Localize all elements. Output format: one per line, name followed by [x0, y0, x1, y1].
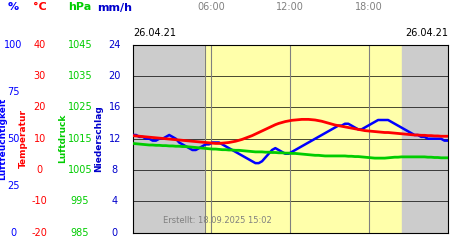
Text: 26.04.21: 26.04.21	[133, 28, 176, 38]
Text: 06:00: 06:00	[198, 2, 225, 12]
Text: -10: -10	[32, 196, 47, 206]
Text: 8: 8	[112, 165, 118, 175]
Text: 30: 30	[33, 71, 46, 81]
Text: 1045: 1045	[68, 40, 92, 50]
Text: 995: 995	[71, 196, 90, 206]
Text: 75: 75	[7, 87, 20, 97]
Text: -20: -20	[32, 228, 48, 237]
Text: 12:00: 12:00	[276, 2, 304, 12]
Text: Erstellt: 18.09.2025 15:02: Erstellt: 18.09.2025 15:02	[163, 216, 272, 225]
Text: 18:00: 18:00	[355, 2, 383, 12]
Text: °C: °C	[33, 2, 46, 12]
Text: hPa: hPa	[68, 2, 92, 12]
Text: 24: 24	[108, 40, 121, 50]
Text: 100: 100	[4, 40, 22, 50]
Text: 0: 0	[10, 228, 17, 237]
Text: 50: 50	[7, 134, 20, 144]
Text: 10: 10	[33, 134, 46, 144]
Text: %: %	[8, 2, 19, 12]
Text: Niederschlag: Niederschlag	[94, 106, 104, 172]
Text: Luftdruck: Luftdruck	[58, 114, 68, 164]
Text: 12: 12	[108, 134, 121, 144]
Text: 26.04.21: 26.04.21	[405, 28, 448, 38]
Bar	[402, 45, 448, 232]
Text: 20: 20	[33, 102, 46, 113]
Text: 1035: 1035	[68, 71, 92, 81]
Text: 20: 20	[108, 71, 121, 81]
Text: 25: 25	[7, 180, 20, 190]
Text: 985: 985	[71, 228, 90, 237]
Text: Temperatur: Temperatur	[19, 109, 28, 168]
Text: 1005: 1005	[68, 165, 92, 175]
Text: 0: 0	[112, 228, 118, 237]
Bar	[205, 45, 402, 232]
Text: 1025: 1025	[68, 102, 93, 113]
Text: 0: 0	[36, 165, 43, 175]
Text: Luftfeuchtigkeit: Luftfeuchtigkeit	[0, 98, 7, 180]
Text: 16: 16	[108, 102, 121, 113]
Text: 40: 40	[33, 40, 46, 50]
Text: mm/h: mm/h	[97, 2, 132, 12]
Text: 1015: 1015	[68, 134, 92, 144]
Text: 4: 4	[112, 196, 118, 206]
Bar	[133, 45, 205, 232]
